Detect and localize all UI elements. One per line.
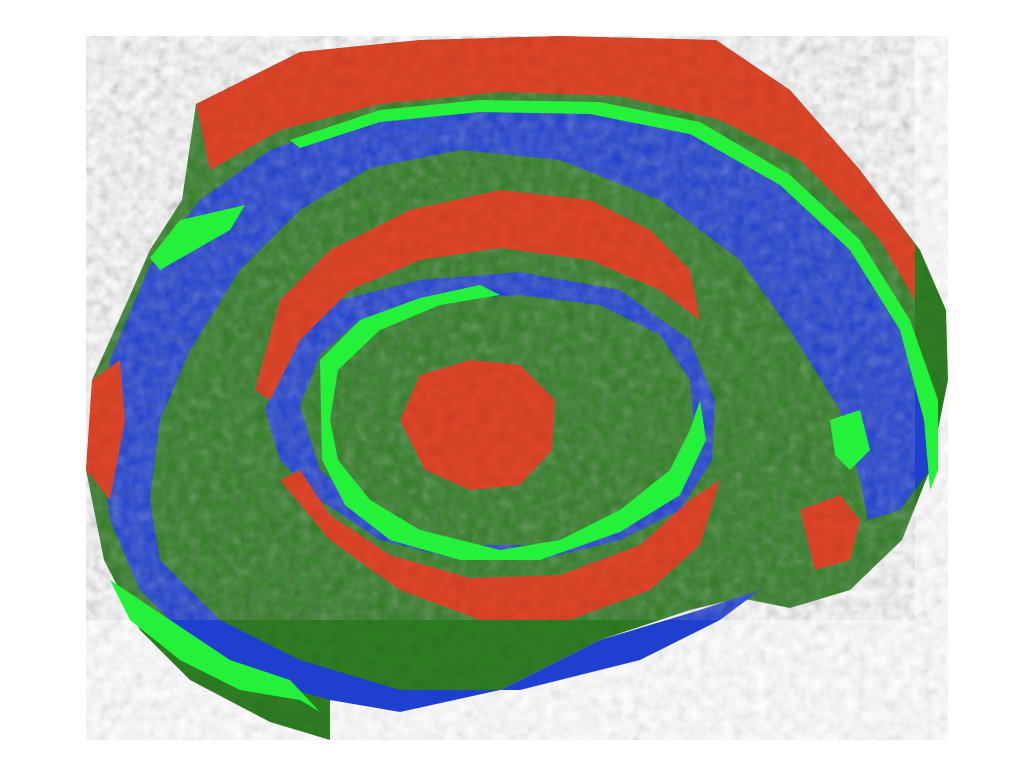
rock-bands — [86, 36, 915, 620]
grass-streaks — [110, 100, 938, 712]
